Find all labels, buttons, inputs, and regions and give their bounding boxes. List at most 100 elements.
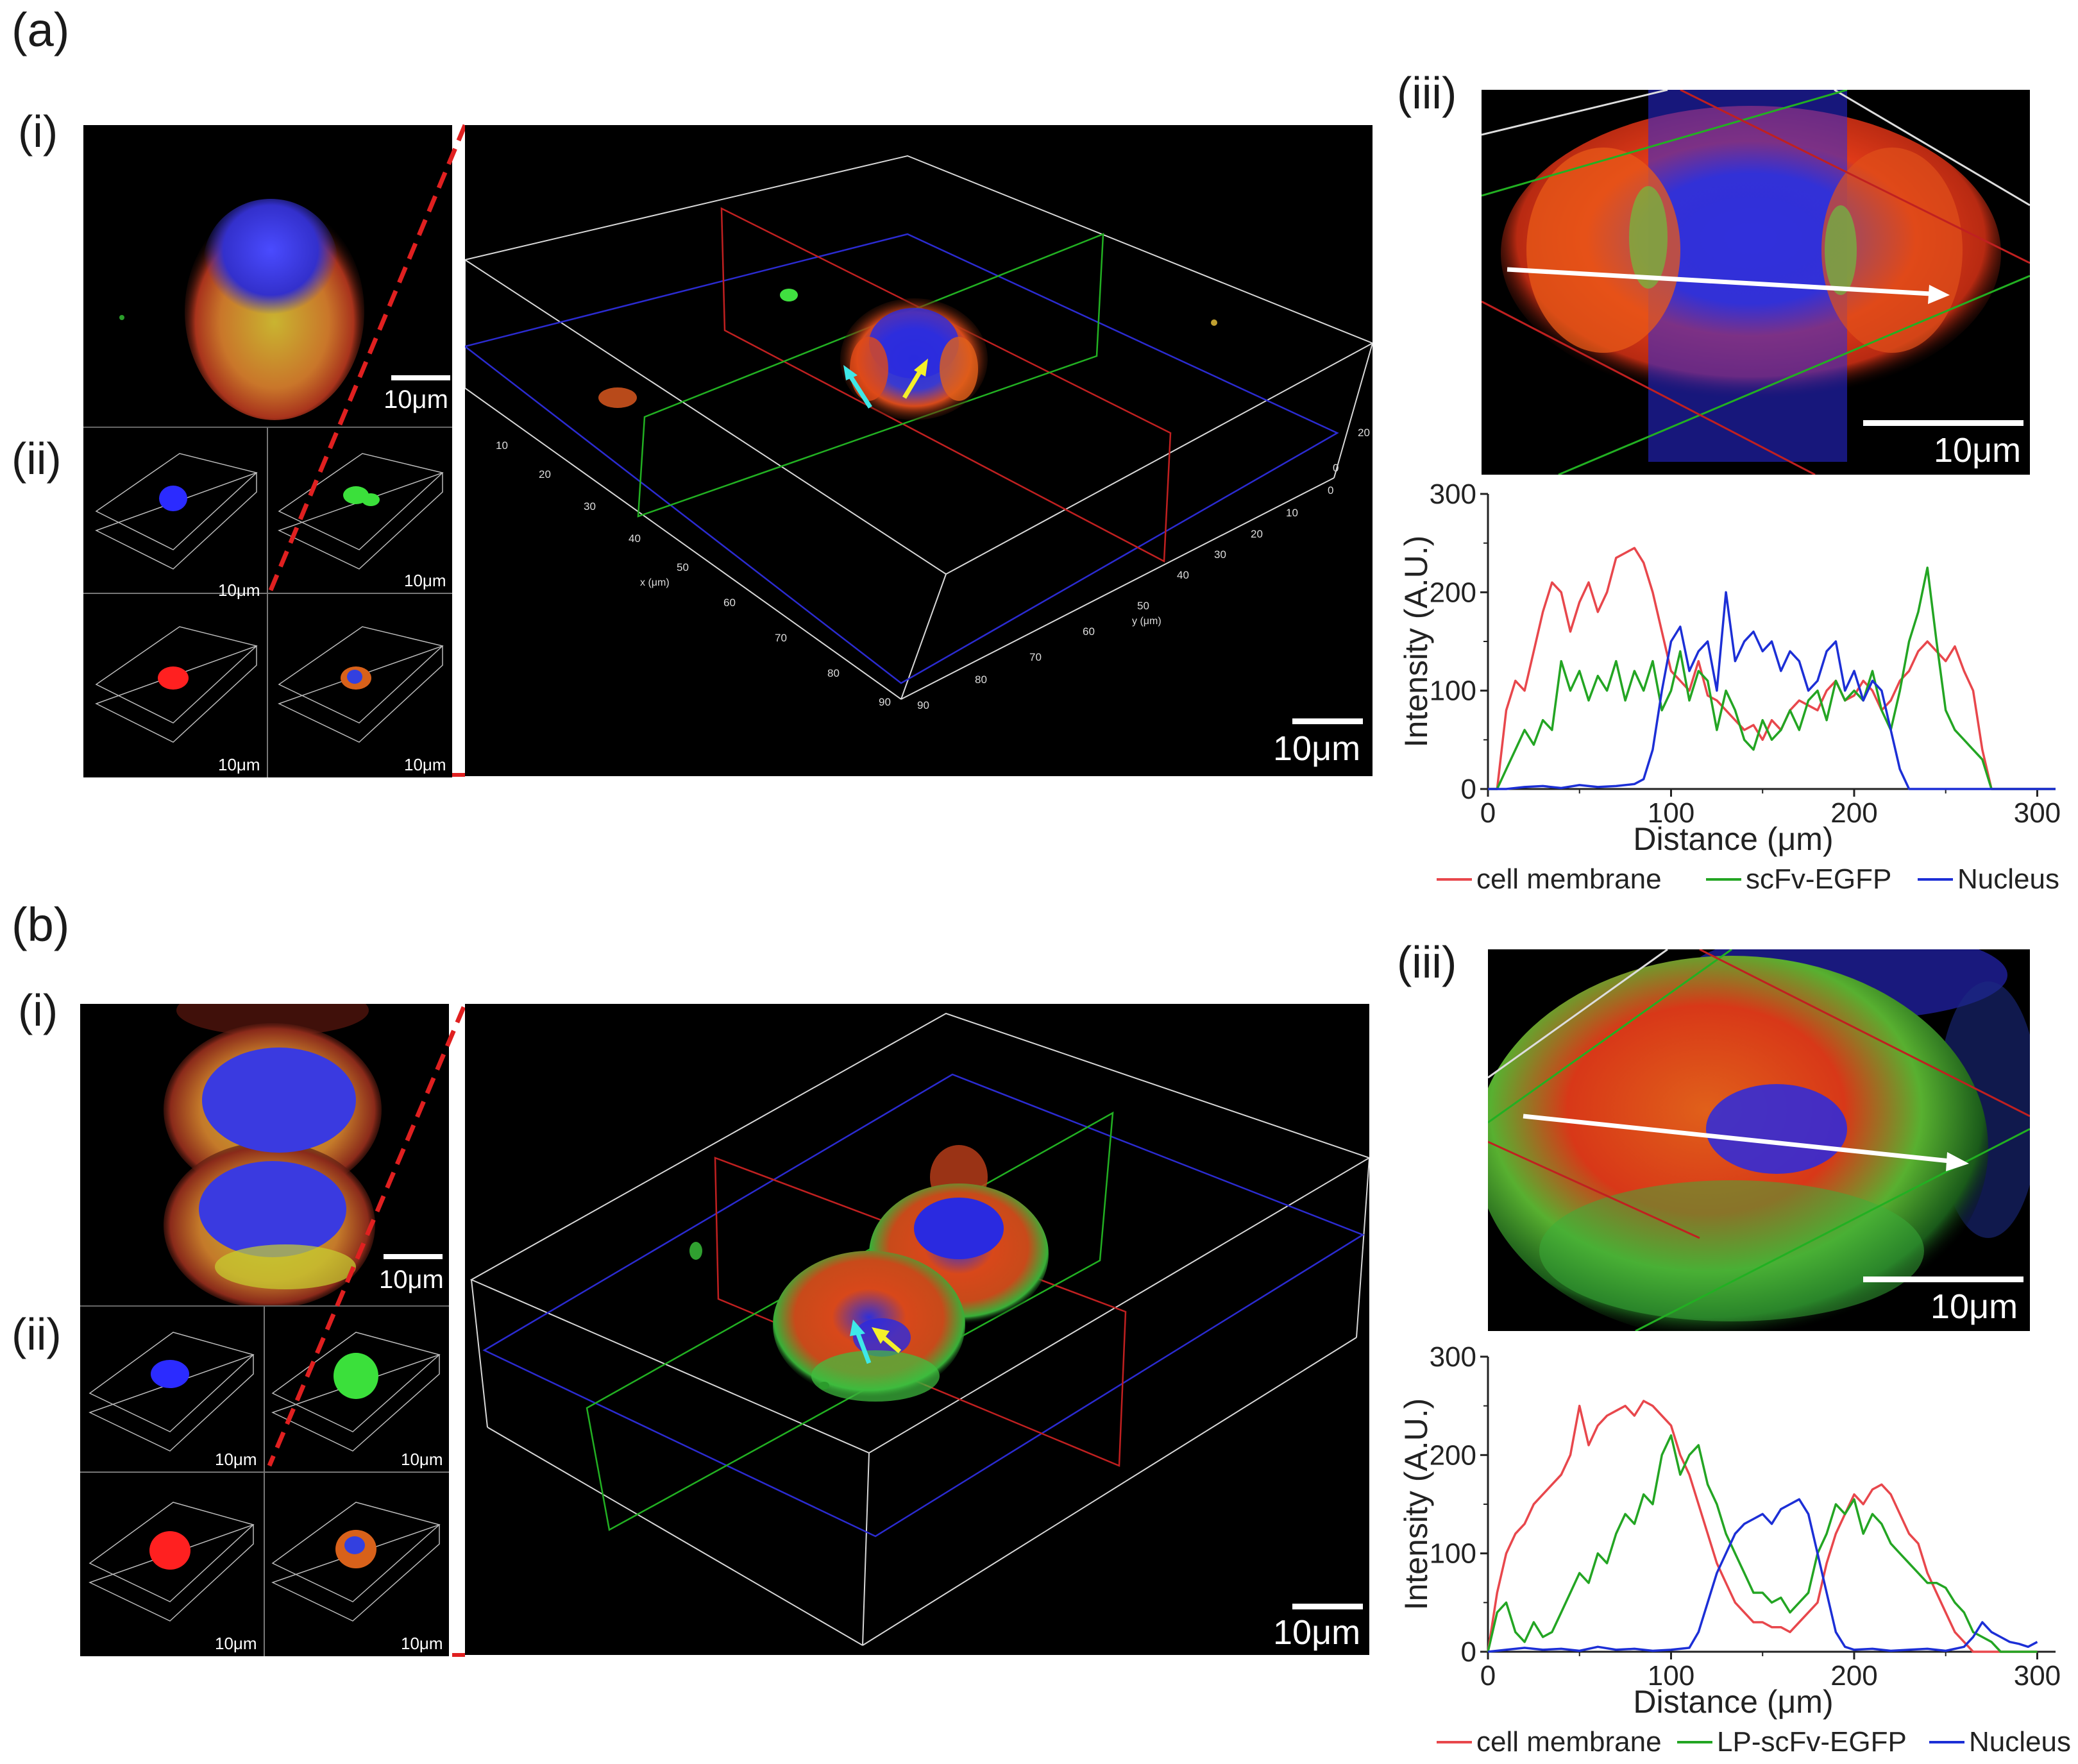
y-tick-label: 0: [1461, 774, 1476, 805]
series-line-lp-scfv-egfp: [1487, 1434, 2038, 1653]
y-tick: 40: [1177, 569, 1189, 581]
scale-bar-label: 10μm: [218, 755, 260, 774]
x-axis-label: x (μm): [640, 577, 670, 588]
scale-bar-label: 10μm: [401, 1634, 443, 1653]
y-tick-label: 300: [1430, 1341, 1476, 1373]
panel-b-i-label: (i): [18, 985, 58, 1035]
line-profile-arrow: [1523, 1114, 1950, 1164]
y-tick: 80: [975, 674, 987, 686]
box-green: [278, 453, 444, 570]
scale-bar-label: 10μm: [1273, 1613, 1361, 1652]
scale-bar-label: 10μm: [379, 1266, 444, 1294]
y-tick: 60: [1083, 625, 1095, 638]
x-axis-label: Distance (μm): [1633, 1684, 1833, 1720]
panel-a-i-micrograph: 10μm: [83, 125, 452, 427]
y-tick: 70: [1029, 651, 1042, 663]
panel-b-3d-render: 10μm: [465, 1004, 1369, 1655]
legend-label: Nucleus: [1969, 1726, 2071, 1758]
scale-bar-label: 10μm: [218, 581, 260, 600]
y-tick: 0: [1328, 484, 1334, 496]
y-tick: 20: [1251, 528, 1263, 540]
y-axis-label: Intensity (A.U.): [1398, 1398, 1434, 1611]
plane-blue: [465, 233, 1339, 684]
y-tick-label: 200: [1430, 1439, 1476, 1471]
y-tick-label: 0: [1461, 1636, 1476, 1668]
series-line-scfv-egfp: [1488, 566, 2056, 790]
y-axis-label: y (μm): [1132, 616, 1161, 627]
y-tick: 10: [1286, 507, 1298, 519]
panel-b-iii-chart: 0 100 200 300 0 100 200 300 Distance (μm) Intensi…: [1379, 1341, 2078, 1761]
series-line-cell-membrane: [1488, 547, 2056, 790]
x-tick-label: 300: [2014, 1660, 2061, 1692]
plane-red: [720, 207, 1172, 563]
nucleus-bottom: [199, 1161, 346, 1257]
y-tick: 90: [917, 699, 929, 711]
panel-a-iii-micrograph: 10μm: [1482, 90, 2030, 475]
panel-a-ii-grid: 10μm 10μm 10μm 10μm: [83, 427, 452, 777]
scale-bar-label: 10μm: [401, 1450, 443, 1469]
zoom-connector-b: [267, 1006, 466, 1657]
scale-bar: [384, 1254, 443, 1259]
x-tick: 50: [677, 561, 689, 573]
panel-a-i-label: (i): [18, 106, 58, 157]
x-tick-label: 300: [2014, 797, 2061, 829]
panel-a-3d-render: x (μm) y (μm) 0 10 20 30 40 50 60 70 80 …: [465, 125, 1373, 776]
scale-bar: [391, 375, 450, 380]
legend-label: cell membrane: [1476, 1726, 1662, 1758]
scale-bar-label: 10μm: [1934, 431, 2022, 470]
panel-b-label: (b): [12, 898, 70, 951]
panel-a-ii-label: (ii): [12, 434, 62, 484]
nucleus: [203, 199, 338, 327]
box-merge: [278, 626, 444, 743]
y-tick-label: 100: [1430, 675, 1476, 707]
plane-green: [637, 233, 1104, 518]
z-tick: 0: [1333, 462, 1339, 474]
series-line-cell-membrane: [1487, 1400, 2038, 1653]
panel-b-ii-label: (ii): [12, 1309, 62, 1359]
x-tick: 20: [539, 468, 551, 480]
scale-bar-label: 10μm: [404, 571, 446, 590]
scale-bar: [1292, 718, 1363, 724]
y-tick-label: 100: [1430, 1538, 1476, 1570]
x-tick: 70: [775, 632, 787, 644]
x-tick-label: 200: [1830, 797, 1877, 829]
x-tick-label: 100: [1648, 1660, 1694, 1692]
x-axis-label: Distance (μm): [1633, 821, 1833, 857]
y-axis-label: Intensity (A.U.): [1398, 536, 1434, 748]
panel-b-iii-micrograph: 10μm: [1488, 949, 2030, 1331]
scale-bar: [1863, 1276, 2023, 1282]
scale-bar: [1292, 1604, 1363, 1609]
yellow-arrow: [902, 368, 924, 399]
x-tick: 60: [723, 597, 736, 609]
scale-bar-label: 10μm: [1930, 1287, 2018, 1326]
x-tick: 90: [879, 696, 891, 708]
panel-a-iii-chart: 0 100 200 300 0 100 200 300 Distance (μm) Intensi…: [1379, 479, 2078, 904]
y-tick-label: 200: [1430, 577, 1476, 608]
series-line-nucleus: [1488, 591, 2056, 790]
x-tick-label: 200: [1830, 1660, 1877, 1692]
z-tick: 20: [1358, 427, 1370, 439]
zoom-connector-a: [267, 124, 468, 777]
legend-label: scFv-EGFP: [1746, 863, 1891, 895]
scale-bar-label: 10μm: [215, 1450, 257, 1469]
cyan-arrow: [848, 374, 872, 409]
nucleus-top: [202, 1047, 356, 1153]
box-red: [95, 626, 258, 743]
x-tick-label: 0: [1480, 797, 1496, 829]
panel-b-ii-grid: 10μm 10μm 10μm 10μm: [80, 1305, 449, 1656]
scale-bar-label: 10μm: [404, 755, 446, 774]
panel-a-label: (a): [12, 3, 70, 56]
scale-bar-label: 10μm: [384, 386, 448, 414]
y-tick: 30: [1214, 548, 1226, 561]
panel-b-i-micrograph: 10μm: [80, 1004, 449, 1305]
x-tick: 40: [629, 532, 641, 545]
line-profile-arrow: [1507, 267, 1931, 296]
series-line-nucleus: [1487, 1498, 2038, 1653]
scale-bar: [1863, 420, 2023, 426]
x-tick-label: 100: [1648, 797, 1694, 829]
panel-b-iii-label: (iii): [1397, 937, 1457, 987]
legend-label: Nucleus: [1957, 863, 2059, 895]
y-tick: 50: [1137, 600, 1149, 612]
panel-a-iii-label: (iii): [1397, 68, 1457, 118]
y-tick-label: 300: [1430, 479, 1476, 510]
